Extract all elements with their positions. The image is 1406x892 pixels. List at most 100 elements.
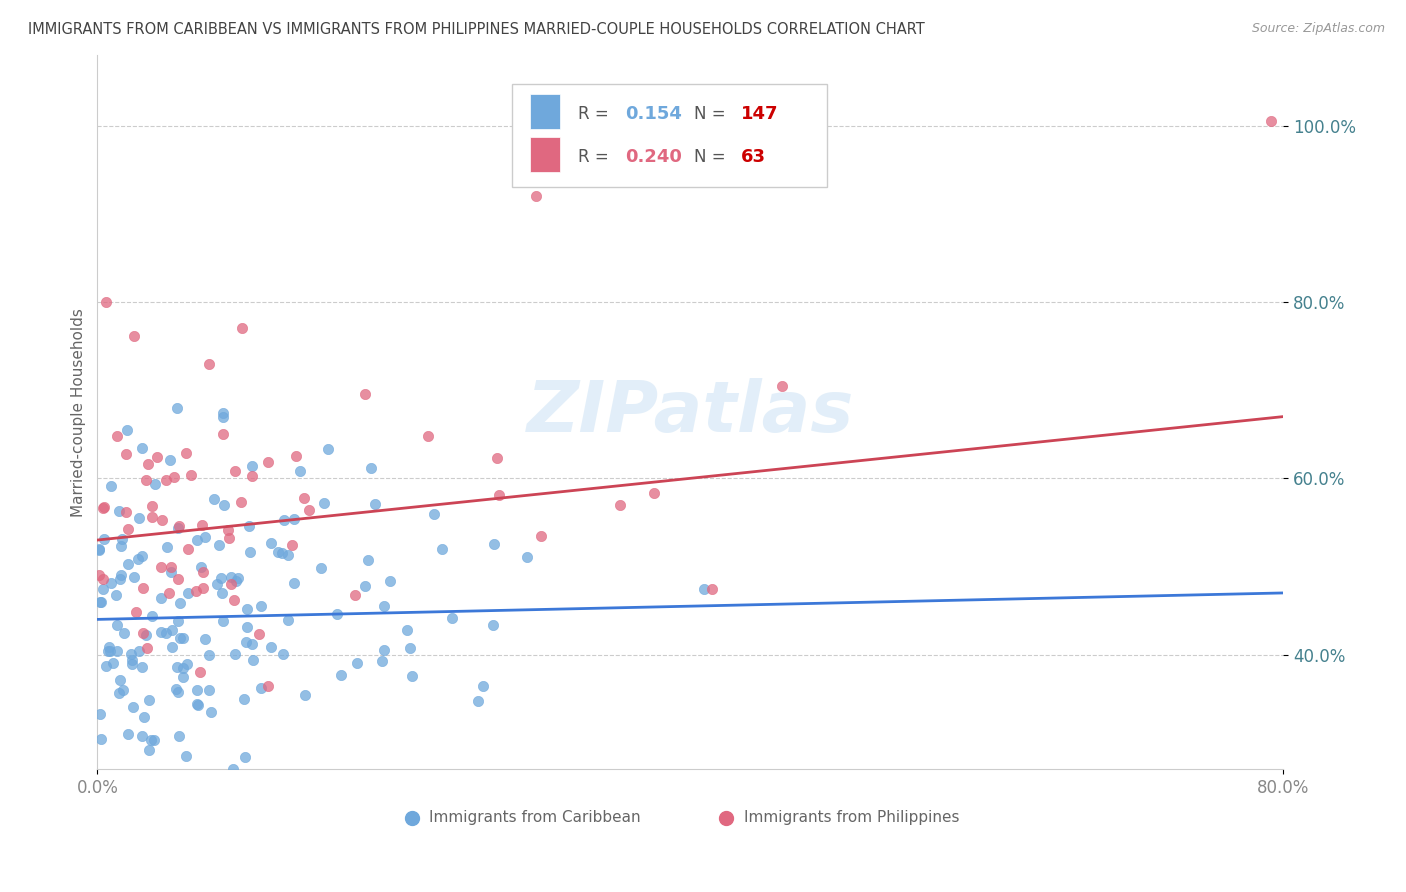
Point [288, 464, 311, 478]
Point [184, 584, 207, 599]
Point [167, 729, 190, 743]
Point [211, 410, 233, 425]
Point [260, 536, 283, 550]
Point [472, 680, 495, 694]
Point [212, 614, 235, 628]
Point [231, 321, 253, 335]
Point [224, 593, 246, 607]
Point [160, 623, 183, 637]
Text: ZIPatlas: ZIPatlas [527, 377, 853, 447]
Point [87, 543, 110, 558]
Y-axis label: Married-couple Households: Married-couple Households [72, 308, 86, 516]
Point [257, 455, 280, 469]
Point [238, 519, 260, 533]
Point [108, 673, 131, 688]
Point [373, 599, 395, 613]
Point [247, 627, 270, 641]
Point [167, 521, 190, 535]
Point [198, 648, 221, 662]
Point [142, 733, 165, 747]
Point [186, 697, 208, 711]
Point [353, 387, 375, 401]
Point [273, 513, 295, 527]
Point [344, 588, 367, 602]
Point [98, 644, 121, 658]
Point [136, 457, 159, 471]
FancyBboxPatch shape [530, 95, 560, 128]
Point [516, 550, 538, 565]
Text: 0.154: 0.154 [626, 105, 682, 123]
Text: R =: R = [578, 148, 609, 166]
Point [120, 647, 142, 661]
Point [117, 727, 139, 741]
Point [121, 653, 143, 667]
Point [108, 504, 131, 518]
Point [128, 510, 150, 524]
Point [138, 693, 160, 707]
Point [219, 577, 242, 591]
Point [98, 640, 121, 654]
Point [132, 581, 155, 595]
Point [122, 329, 145, 343]
Point [91, 573, 114, 587]
Point [194, 530, 217, 544]
Point [132, 710, 155, 724]
Point [217, 524, 239, 538]
Point [524, 189, 547, 203]
Point [693, 582, 716, 596]
Point [117, 557, 139, 571]
Point [277, 548, 299, 562]
Point [93, 500, 115, 514]
Point [141, 510, 163, 524]
Point [167, 572, 190, 586]
Point [100, 576, 122, 591]
Point [103, 657, 125, 671]
Point [294, 688, 316, 702]
Point [110, 539, 132, 553]
Point [90, 732, 112, 747]
Point [169, 632, 191, 646]
Point [418, 429, 440, 443]
Point [423, 508, 446, 522]
Text: N =: N = [693, 105, 725, 123]
Point [93, 532, 115, 546]
Point [143, 476, 166, 491]
Point [91, 582, 114, 596]
Point [326, 607, 349, 621]
Point [131, 441, 153, 455]
Point [107, 617, 129, 632]
Point [139, 733, 162, 747]
Point [224, 647, 246, 661]
Point [187, 698, 209, 713]
Point [89, 706, 111, 721]
Point [122, 570, 145, 584]
Point [360, 460, 382, 475]
Point [231, 495, 253, 509]
Point [105, 429, 128, 443]
Point [314, 496, 336, 510]
Point [105, 644, 128, 658]
Point [281, 538, 304, 552]
Point [202, 491, 225, 506]
Point [110, 567, 132, 582]
Point [114, 626, 136, 640]
Text: 63: 63 [741, 148, 766, 166]
Point [97, 644, 120, 658]
FancyBboxPatch shape [512, 84, 827, 187]
Point [232, 692, 254, 706]
Point [239, 545, 262, 559]
Point [89, 595, 111, 609]
Point [115, 423, 138, 437]
Point [309, 561, 332, 575]
Point [364, 497, 387, 511]
Point [190, 517, 212, 532]
Point [100, 479, 122, 493]
Point [191, 582, 214, 596]
Point [488, 488, 510, 502]
Point [127, 552, 149, 566]
Point [163, 470, 186, 484]
Point [155, 625, 177, 640]
Point [221, 570, 243, 584]
Text: Immigrants from Caribbean: Immigrants from Caribbean [429, 810, 641, 825]
Point [378, 574, 401, 588]
